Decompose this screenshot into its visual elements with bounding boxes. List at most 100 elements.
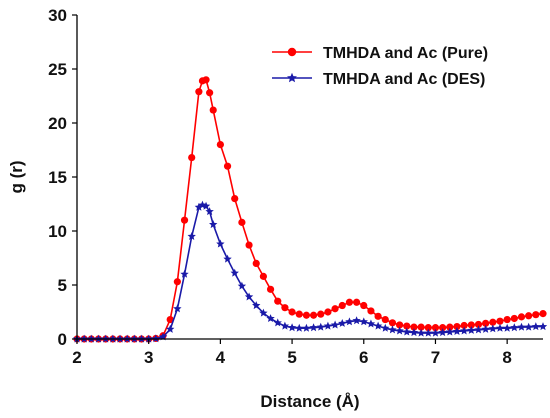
data-point	[381, 315, 389, 324]
data-point	[245, 241, 253, 249]
data-point	[424, 324, 432, 332]
y-tick-label: 10	[48, 222, 67, 241]
data-point	[324, 308, 332, 316]
data-point	[453, 322, 461, 331]
y-axis-label: g (r)	[7, 160, 26, 193]
data-point	[381, 323, 390, 332]
data-point	[309, 323, 318, 332]
data-point	[288, 308, 296, 316]
data-point	[231, 195, 239, 203]
data-point	[503, 315, 511, 324]
data-point	[166, 315, 174, 324]
data-point	[173, 278, 181, 286]
data-point	[467, 325, 476, 334]
data-point	[274, 297, 282, 305]
y-tick-label: 5	[58, 276, 67, 295]
data-point	[402, 327, 411, 336]
data-point	[360, 301, 368, 310]
y-tick-label: 15	[48, 168, 67, 187]
data-point	[431, 324, 440, 332]
data-point	[295, 310, 303, 318]
series-line	[77, 204, 543, 340]
legend-marker	[287, 72, 297, 83]
data-point	[459, 326, 469, 335]
data-point	[237, 281, 247, 290]
x-tick-label: 7	[431, 348, 440, 367]
data-point	[345, 298, 354, 306]
x-tick-label: 8	[502, 348, 511, 367]
data-point	[216, 141, 224, 149]
data-point	[374, 312, 382, 320]
data-point	[338, 301, 346, 310]
data-point	[330, 320, 340, 329]
data-point	[510, 314, 518, 323]
data-point	[205, 207, 214, 216]
x-tick-label: 5	[287, 348, 296, 367]
data-point	[151, 334, 161, 343]
data-point	[259, 308, 268, 317]
legend-marker	[287, 47, 297, 57]
data-point	[281, 304, 289, 312]
data-point	[539, 310, 547, 318]
data-point	[366, 319, 376, 328]
data-point	[367, 307, 375, 315]
y-tick-label: 20	[48, 114, 67, 133]
data-point	[474, 325, 483, 334]
data-point	[259, 272, 267, 280]
data-point	[209, 106, 217, 114]
data-point	[438, 328, 447, 337]
data-point	[410, 323, 418, 331]
data-point	[302, 323, 311, 332]
data-point	[323, 321, 333, 330]
data-point	[525, 312, 533, 320]
data-point	[273, 318, 282, 327]
x-axis-label: Distance (Å)	[260, 392, 359, 411]
data-point	[309, 311, 318, 319]
data-point	[538, 322, 548, 331]
data-point	[206, 89, 214, 97]
legend: TMHDA and Ac (Pure) TMHDA and Ac (DES)	[272, 45, 488, 88]
x-tick-label: 3	[144, 348, 153, 367]
data-point	[252, 301, 261, 310]
data-point	[187, 232, 196, 240]
data-point	[352, 316, 361, 325]
data-point	[180, 216, 189, 224]
data-point	[439, 324, 447, 332]
data-point	[489, 318, 497, 326]
data-point	[517, 322, 526, 331]
data-point	[317, 310, 325, 318]
data-point	[482, 319, 490, 327]
y-tick-label: 25	[48, 60, 67, 79]
data-point	[531, 322, 541, 331]
series-1	[72, 200, 548, 343]
y-tick-label: 0	[58, 330, 67, 349]
data-point	[202, 76, 210, 84]
data-point	[488, 324, 497, 333]
legend-label: TMHDA and Ac (DES)	[323, 71, 485, 88]
x-tick-label: 4	[216, 348, 226, 367]
data-point	[467, 321, 475, 329]
x-tick-label: 2	[72, 348, 81, 367]
data-point	[409, 328, 419, 337]
data-point	[266, 285, 275, 293]
axes: 2 3 4 5 6 7 8 0 5 10 15 20 25 30	[48, 6, 543, 367]
data-point	[345, 317, 354, 326]
data-point	[359, 317, 368, 326]
data-point	[201, 201, 211, 210]
data-point	[445, 327, 454, 336]
data-point	[252, 259, 260, 267]
data-point	[431, 328, 440, 337]
data-point	[495, 323, 505, 332]
data-point	[195, 88, 203, 96]
data-point	[373, 321, 383, 330]
data-point	[188, 153, 196, 162]
data-point	[316, 322, 325, 331]
data-point	[216, 239, 225, 248]
data-point	[496, 317, 504, 325]
data-point	[180, 269, 189, 278]
data-point	[173, 304, 182, 313]
x-tick-label: 6	[359, 348, 368, 367]
data-point	[403, 322, 411, 330]
y-tick-label: 30	[48, 6, 67, 25]
